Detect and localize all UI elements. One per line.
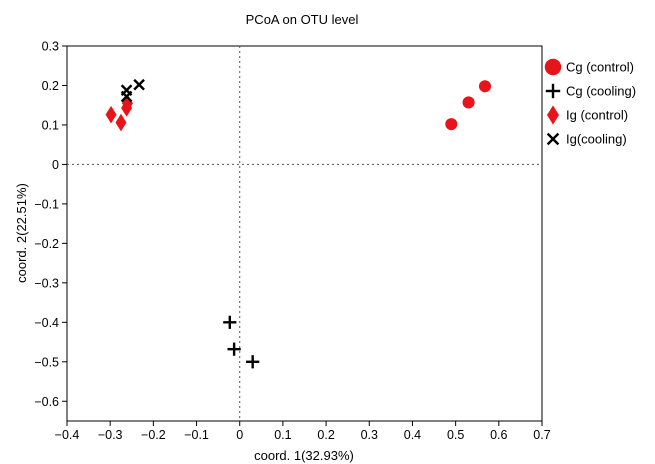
plot-frame (66, 45, 543, 422)
x-tick-label: −0.3 (98, 428, 123, 442)
x-tick-label: 0.1 (274, 428, 291, 442)
point-ig-cooling (120, 90, 133, 103)
series-cg-cooling (223, 315, 260, 369)
y-axis-ticks: 0.3 0.2 0.1 0 −0.1 −0.2 −0.3 −0.4 −0.5 −0.6 (34, 40, 67, 409)
legend-label-ig-control: Ig (control) (566, 108, 628, 123)
x-axis-ticks: −0.4 −0.3 −0.2 −0.1 0 0.1 0.2 0.3 0.4 0.5 0.6 0.7 (55, 421, 551, 442)
x-tick-label: −0.2 (141, 428, 166, 442)
point-cg-control (462, 96, 475, 109)
point-cg-control (445, 118, 458, 131)
legend-marker-ig-cooling (546, 132, 560, 146)
point-ig-cooling (133, 78, 145, 91)
legend-label-ig-cooling: Ig(cooling) (566, 132, 627, 147)
y-tick-label: 0.1 (42, 118, 59, 132)
series-cg-control (445, 80, 492, 131)
point-ig-cooling-b (133, 78, 145, 91)
y-tick-label: −0.5 (34, 355, 59, 369)
legend-marker-cg-cooling (545, 83, 561, 99)
point-cg-control (478, 80, 492, 93)
x-axis-title: coord. 1(32.93%) (254, 448, 354, 463)
legend-marker-ig-cooling-b (546, 132, 560, 146)
point-ig-control (115, 113, 127, 132)
x-tick-label: 0.2 (317, 428, 334, 442)
x-tick-label: 0.4 (404, 428, 421, 442)
legend-marker-cg-control (544, 58, 562, 76)
series-ig-cooling (120, 78, 145, 103)
legend: Cg (control) Cg (cooling) Ig (control) Ig(c… (544, 58, 636, 147)
y-tick-label: −0.6 (34, 395, 59, 409)
x-tick-label: 0.3 (361, 428, 378, 442)
point-ig-cooling-b (120, 90, 133, 103)
y-tick-label: −0.4 (34, 316, 59, 330)
y-tick-label: −0.2 (34, 237, 59, 251)
y-tick-label: 0 (52, 158, 59, 172)
x-tick-label: 0.7 (533, 428, 550, 442)
x-tick-label: 0.6 (490, 428, 507, 442)
y-tick-label: −0.3 (34, 276, 59, 290)
chart-title: PCoA on OTU level (246, 12, 359, 27)
legend-label-cg-cooling: Cg (cooling) (566, 84, 636, 99)
point-ig-control (105, 105, 117, 124)
legend-label-cg-control: Cg (control) (566, 60, 634, 75)
series-ig-control (105, 94, 133, 132)
x-tick-label: −0.1 (184, 428, 209, 442)
x-tick-label: −0.4 (55, 428, 80, 442)
y-axis-title: coord. 2(22.51%) (14, 183, 29, 283)
y-tick-label: 0.3 (42, 40, 59, 54)
x-tick-label: 0 (236, 428, 243, 442)
legend-marker-ig-control (547, 105, 559, 125)
data-points (105, 78, 492, 369)
point-cg-cooling (227, 342, 241, 356)
y-tick-label: −0.1 (34, 197, 59, 211)
point-cg-cooling (246, 355, 260, 369)
point-cg-cooling (223, 315, 237, 329)
y-tick-label: 0.2 (42, 79, 59, 93)
x-tick-label: 0.5 (447, 428, 464, 442)
zero-reference-lines (67, 46, 542, 421)
